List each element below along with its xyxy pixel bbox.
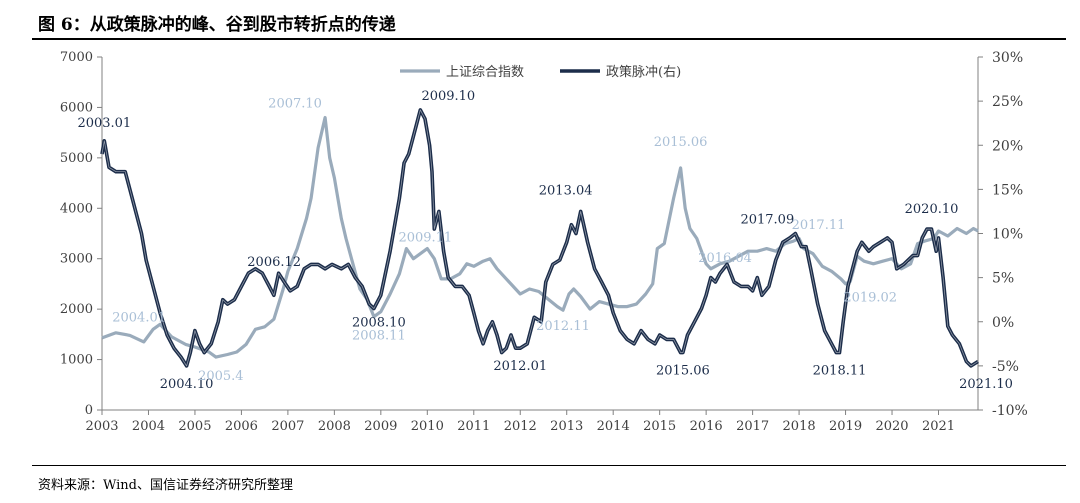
pulse-annotation: 2018.11	[813, 364, 867, 379]
x-tick-label: 2005	[178, 419, 211, 434]
pulse-annotation: 2017.09	[740, 213, 794, 228]
left-tick-label: 3000	[60, 252, 93, 267]
left-tick-label: 1000	[60, 353, 93, 368]
index-annotation: 2015.06	[654, 135, 708, 150]
pulse-annotation: 2020.10	[905, 202, 959, 217]
index-annotation: 2007.10	[268, 97, 322, 112]
x-tick-label: 2003	[85, 419, 118, 434]
left-tick-label: 2000	[60, 302, 93, 317]
pulse-annotation: 2013.04	[539, 183, 593, 198]
series-layer	[100, 108, 979, 368]
x-tick-label: 2009	[364, 419, 397, 434]
x-tick-label: 2020	[875, 419, 908, 434]
right-tick-label: -10%	[992, 403, 1028, 419]
x-tick-label: 2015	[643, 419, 676, 434]
x-tick-label: 2014	[597, 419, 630, 434]
right-tick-label: 0%	[992, 315, 1014, 331]
pulse-annotation: 2008.10	[352, 316, 406, 331]
top-rule	[32, 38, 1066, 40]
x-tick-label: 2021	[922, 419, 955, 434]
pulse-annotation: 2015.06	[656, 364, 710, 379]
pulse-annotation: 2003.01	[77, 116, 131, 131]
series-index-line	[101, 115, 979, 359]
index-annotation: 2019.02	[843, 290, 897, 305]
legend-pulse-label: 政策脉冲(右)	[606, 64, 681, 80]
pulse-annotation: 2004.10	[160, 377, 214, 392]
annotation-layer: 2003.01 2004.10 2006.12 2008.10 2009.10 2012.…	[77, 89, 1012, 392]
left-tick-label: 5000	[60, 151, 93, 166]
x-tick-label: 2012	[504, 419, 537, 434]
index-annotation: 2017.11	[792, 218, 846, 233]
right-tick-label: 10%	[992, 227, 1023, 243]
legend-index-label: 上证综合指数	[446, 65, 524, 80]
x-tick-label: 2013	[550, 419, 583, 434]
index-annotation: 2012.11	[536, 319, 590, 334]
right-tick-label: 30%	[992, 50, 1023, 66]
index-annotation: 2005.4	[198, 369, 244, 384]
pulse-annotation: 2021.10	[959, 377, 1013, 392]
bottom-rule	[32, 465, 1066, 466]
x-tick-label: 2011	[457, 419, 490, 434]
pulse-annotation: 2009.10	[421, 89, 475, 104]
left-tick-label: 6000	[60, 100, 93, 115]
axes: 0 1000 2000 3000 4000 5000 6000 7000 -10% -5% 0% 5%…	[60, 50, 1028, 434]
series-pulse-highlight	[101, 109, 979, 367]
index-annotation: 2009.11	[398, 231, 452, 246]
x-tick-label: 2016	[690, 419, 723, 434]
right-tick-label: 15%	[992, 182, 1023, 198]
x-tick-label: 2010	[411, 419, 444, 434]
left-tick-label: 4000	[60, 201, 93, 216]
x-tick-label: 2004	[132, 419, 165, 434]
x-tick-label: 2017	[736, 419, 769, 434]
right-tick-label: 25%	[992, 94, 1023, 110]
right-tick-label: 5%	[992, 271, 1014, 287]
right-tick-label: -5%	[992, 359, 1019, 375]
legend: 上证综合指数 政策脉冲(右)	[400, 64, 681, 80]
source-note: 资料来源：Wind、国信证券经济研究所整理	[38, 478, 293, 493]
pulse-annotation: 2006.12	[247, 255, 301, 270]
index-annotation: 2004.01	[112, 310, 166, 325]
index-annotation: 2008.11	[352, 329, 406, 344]
x-tick-label: 2019	[829, 419, 862, 434]
x-tick-label: 2008	[318, 419, 351, 434]
chart-title: 图 6：从政策脉冲的峰、谷到股市转折点的传递	[38, 15, 396, 35]
right-tick-label: 20%	[992, 138, 1023, 154]
left-tick-label: 7000	[60, 50, 93, 65]
left-tick-label: 0	[85, 403, 93, 418]
x-tick-label: 2006	[225, 419, 258, 434]
pulse-annotation: 2012.01	[493, 359, 547, 374]
x-tick-label: 2007	[271, 419, 304, 434]
index-annotation: 2016.04	[698, 251, 752, 266]
x-tick-label: 2018	[783, 419, 816, 434]
